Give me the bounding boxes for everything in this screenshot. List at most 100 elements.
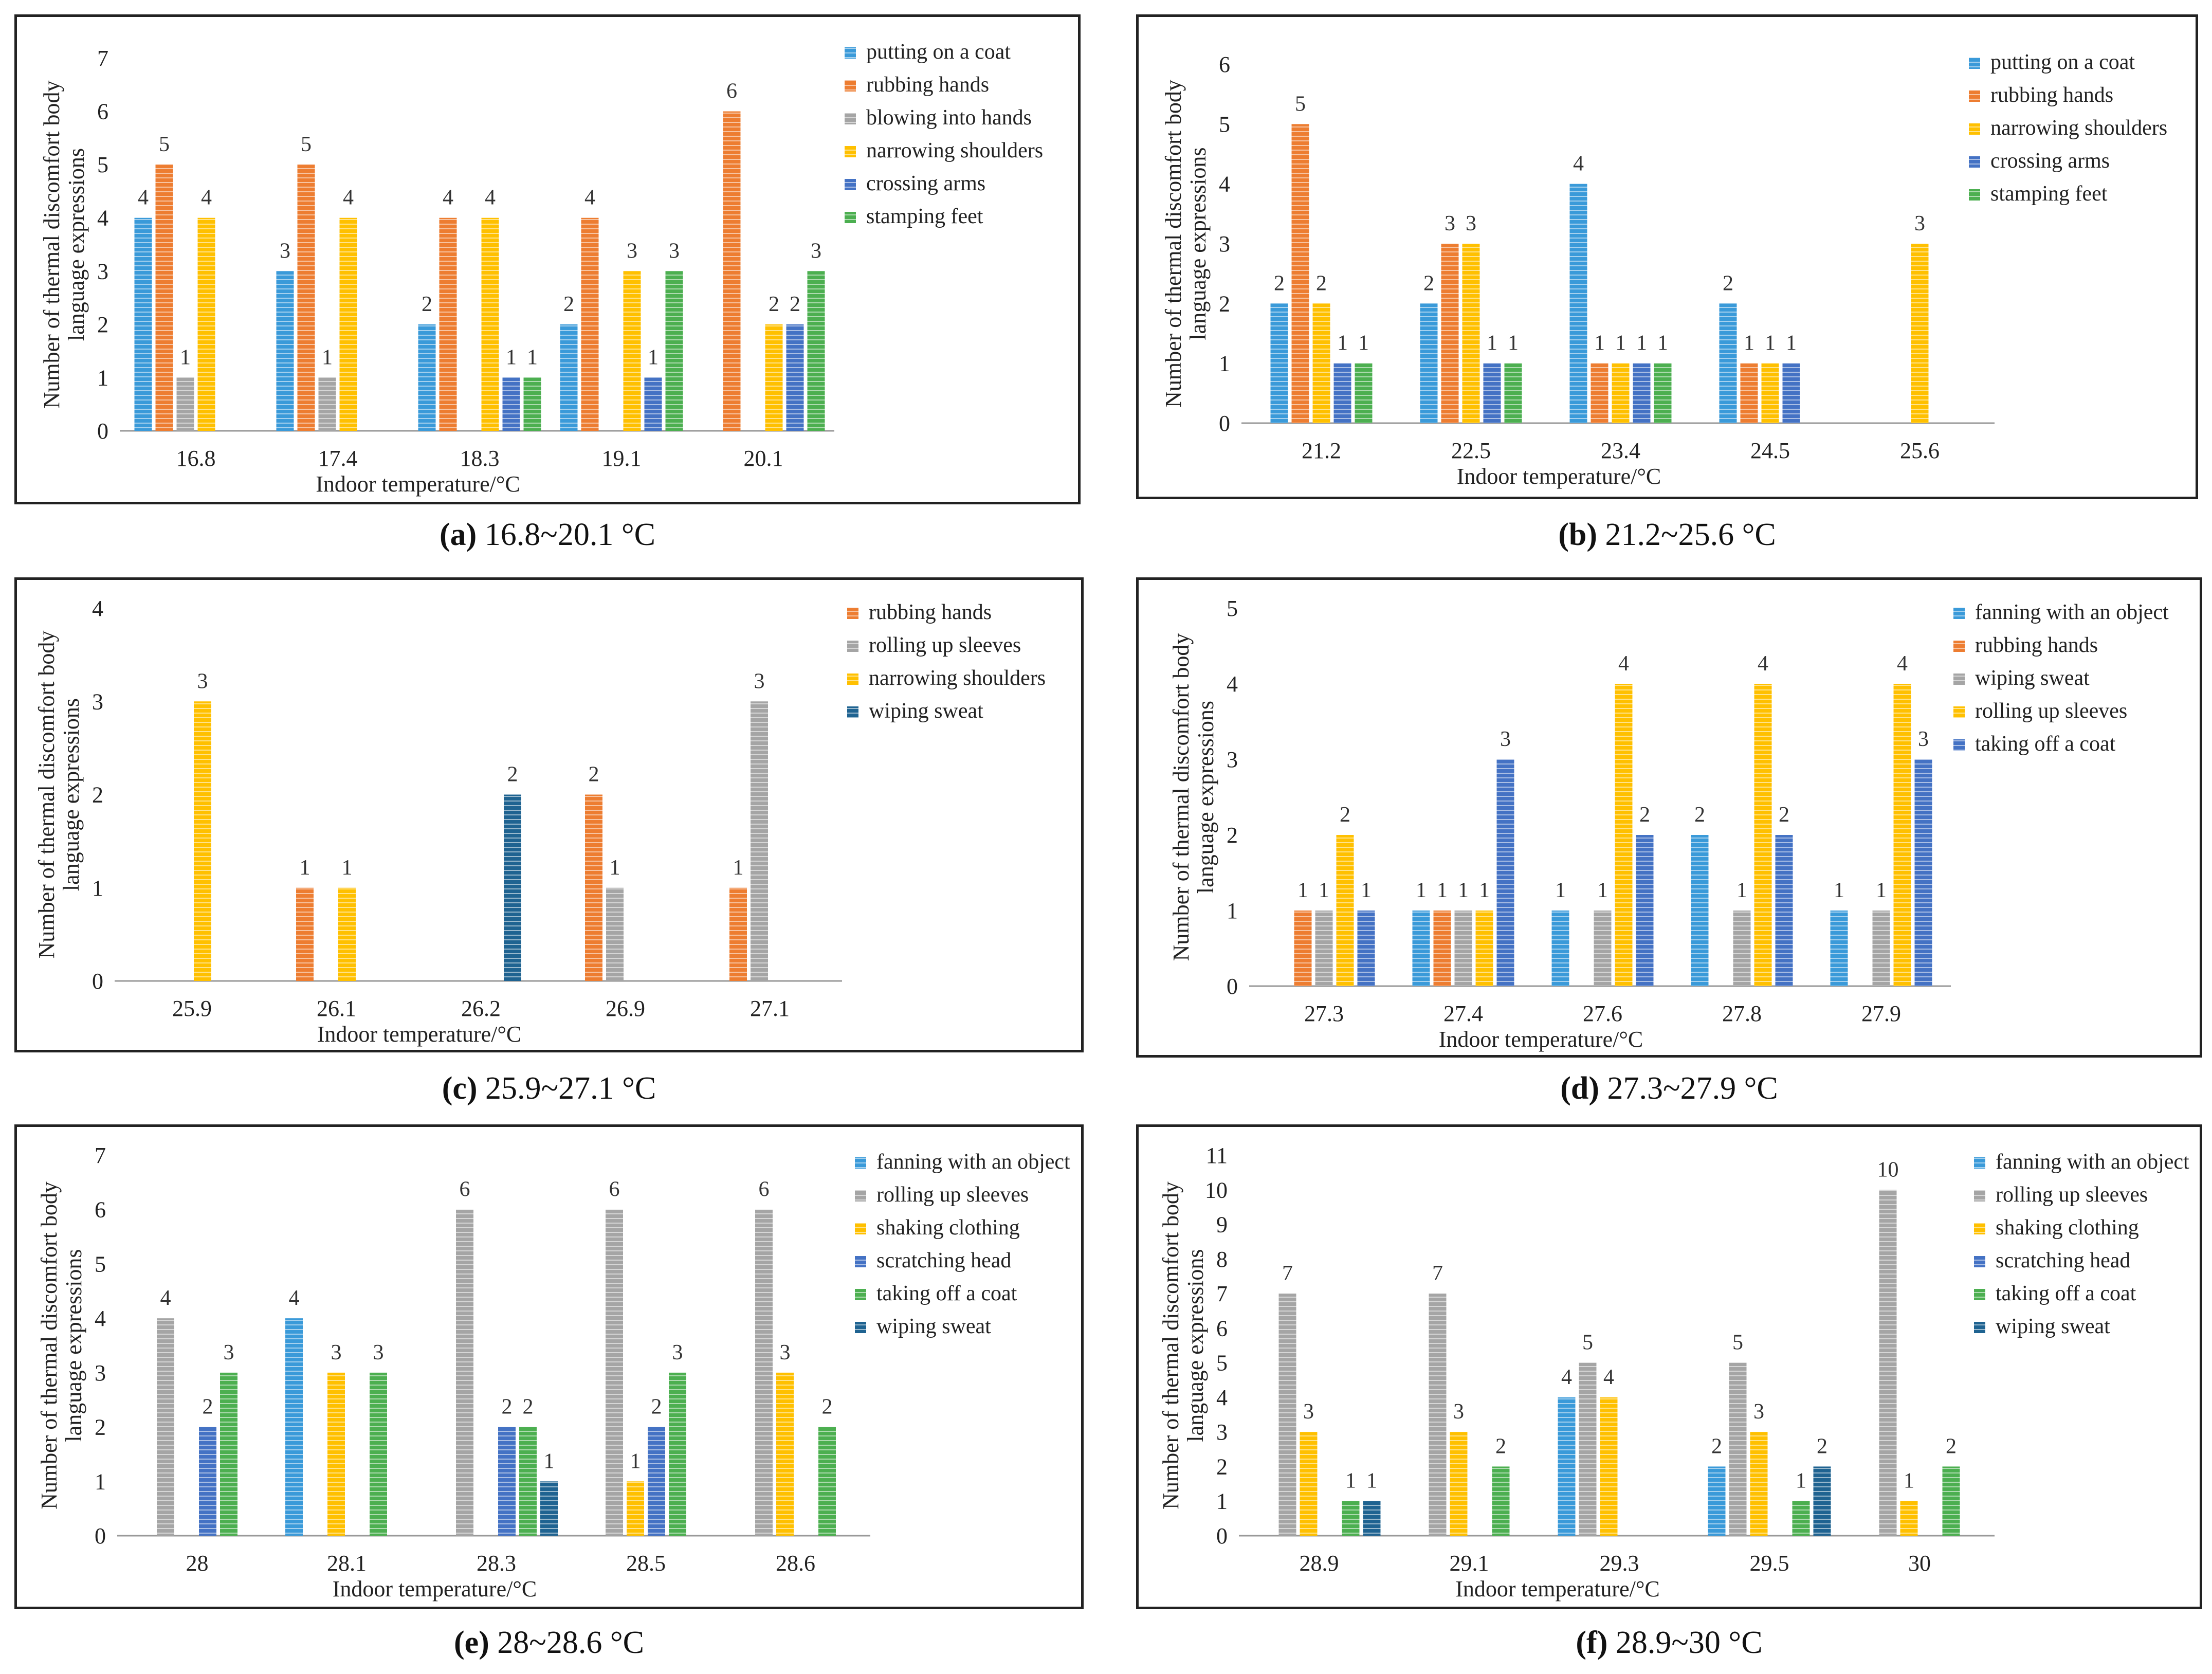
bar-value-label-a: 1 xyxy=(648,345,659,369)
bar-value-label-e: 6 xyxy=(759,1178,770,1202)
x-tick-label-e: 28.3 xyxy=(477,1551,516,1576)
bar-value-label-d: 1 xyxy=(1361,879,1372,902)
legend-label-c: narrowing shoulders xyxy=(869,666,1046,690)
x-tick-label-b: 24.5 xyxy=(1750,438,1790,463)
bar-value-label-d: 1 xyxy=(1876,879,1887,902)
legend-label-b: stamping feet xyxy=(1990,182,2108,206)
x-tick-label-e: 28 xyxy=(186,1551,209,1576)
bar-value-label-d: 1 xyxy=(1458,879,1469,902)
caption-text-d: 27.3~27.9 °C xyxy=(1599,1071,1778,1106)
bar-b xyxy=(1719,303,1737,423)
bar-d xyxy=(1496,759,1514,986)
y-tick-label-e: 4 xyxy=(95,1306,106,1331)
bar-d xyxy=(1636,835,1654,986)
x-tick-label-a: 20.1 xyxy=(744,446,783,471)
legend-label-a: rubbing hands xyxy=(866,73,989,97)
legend-label-e: taking off a coat xyxy=(876,1282,1017,1305)
caption-text-a: 16.8~20.1 °C xyxy=(477,517,655,552)
bar-value-label-e: 2 xyxy=(502,1395,513,1419)
legend-label-a: blowing into hands xyxy=(866,106,1032,130)
legend-swatch-d xyxy=(1953,641,1965,652)
chart-panel-f: 0 1 2 3 4 5 6 7 8 9 10 11 7 3 1 1 28.9 7 3 2 29.1 4 5 4 29.3 2 5 3 1… xyxy=(1136,1124,2202,1609)
legend-label-d: taking off a coat xyxy=(1975,732,2116,756)
bar-c xyxy=(338,887,356,981)
legend-label-f: wiping sweat xyxy=(1996,1315,2110,1338)
caption-c: (c) 25.9~27.1 °C xyxy=(14,1070,1084,1107)
bar-a xyxy=(418,324,436,431)
bar-a xyxy=(339,217,357,431)
caption-text-c: 25.9~27.1 °C xyxy=(477,1071,656,1106)
bar-value-label-a: 4 xyxy=(138,186,149,210)
x-tick-label-b: 22.5 xyxy=(1451,438,1491,463)
caption-a: (a) 16.8~20.1 °C xyxy=(14,517,1081,553)
legend-swatch-c xyxy=(847,641,858,652)
legend-swatch-b xyxy=(1969,189,1980,201)
bar-value-label-a: 6 xyxy=(726,80,737,103)
legend-label-f: shaking clothing xyxy=(1996,1216,2139,1240)
bar-value-label-c: 1 xyxy=(300,856,310,880)
bar-value-label-e: 1 xyxy=(544,1449,555,1473)
bar-f xyxy=(1750,1432,1768,1536)
legend-label-e: shaking clothing xyxy=(876,1216,1020,1240)
y-tick-label-c: 2 xyxy=(92,783,103,808)
y-tick-label-e: 7 xyxy=(95,1143,106,1168)
bar-b xyxy=(1355,363,1373,423)
bar-b xyxy=(1420,303,1438,423)
y-tick-label-f: 10 xyxy=(1205,1177,1228,1203)
legend-swatch-e xyxy=(855,1289,866,1300)
legend-label-b: rubbing hands xyxy=(1990,83,2113,107)
bar-e xyxy=(648,1427,665,1536)
bar-value-label-c: 3 xyxy=(197,669,208,693)
bar-c xyxy=(585,794,602,981)
y-tick-label-f: 3 xyxy=(1216,1420,1228,1445)
legend-label-b: putting on a coat xyxy=(1990,50,2135,74)
legend-label-f: rolling up sleeves xyxy=(1996,1183,2148,1207)
x-tick-label-f: 30 xyxy=(1908,1551,1931,1576)
legend-swatch-a xyxy=(845,146,856,157)
bar-value-label-b: 2 xyxy=(1723,271,1733,295)
x-tick-label-b: 25.6 xyxy=(1900,438,1940,463)
bar-value-label-b: 1 xyxy=(1508,332,1519,355)
x-tick-label-a: 19.1 xyxy=(602,446,642,471)
legend-label-f: taking off a coat xyxy=(1996,1282,2136,1305)
bar-value-label-e: 2 xyxy=(203,1395,213,1419)
y-tick-label-c: 1 xyxy=(92,876,103,901)
y-tick-label-f: 9 xyxy=(1216,1212,1228,1238)
bar-e xyxy=(498,1427,516,1536)
bar-e xyxy=(327,1372,345,1536)
bar-value-label-a: 4 xyxy=(343,186,354,210)
bar-b xyxy=(1740,363,1758,423)
bar-f xyxy=(1879,1190,1897,1536)
bar-value-label-b: 5 xyxy=(1295,92,1306,116)
legend-label-a: putting on a coat xyxy=(866,40,1011,64)
x-tick-label-a: 18.3 xyxy=(460,446,500,471)
x-tick-label-d: 27.6 xyxy=(1583,1001,1622,1026)
bar-value-label-f: 3 xyxy=(1453,1400,1464,1424)
bar-d xyxy=(1914,759,1932,986)
bar-value-label-b: 3 xyxy=(1445,212,1455,235)
bar-f xyxy=(1363,1501,1381,1536)
bar-value-label-d: 1 xyxy=(1834,879,1844,902)
y-tick-label-f: 6 xyxy=(1216,1316,1228,1341)
y-tick-label-a: 5 xyxy=(97,152,108,177)
y-tick-label-f: 0 xyxy=(1216,1523,1228,1549)
bar-value-label-a: 3 xyxy=(280,239,290,263)
legend-label-c: rolling up sleeves xyxy=(869,633,1021,657)
y-axis-title-line1-b: Number of thermal discomfort body xyxy=(1161,80,1186,408)
bar-value-label-e: 6 xyxy=(609,1178,620,1202)
bar-a xyxy=(502,377,520,431)
y-tick-label-d: 4 xyxy=(1227,671,1238,697)
bar-f xyxy=(1792,1501,1810,1536)
y-tick-label-b: 1 xyxy=(1219,351,1230,376)
bar-c xyxy=(194,701,211,981)
x-tick-label-f: 29.1 xyxy=(1450,1551,1489,1576)
legend-label-b: narrowing shoulders xyxy=(1990,116,2167,140)
bar-e xyxy=(220,1372,237,1536)
bar-value-label-f: 1 xyxy=(1796,1469,1806,1493)
bar-a xyxy=(623,271,641,431)
y-axis-title-line1-c: Number of thermal discomfort body xyxy=(34,631,59,959)
y-tick-label-d: 1 xyxy=(1227,898,1238,923)
legend-swatch-e xyxy=(855,1190,866,1202)
bar-value-label-a: 4 xyxy=(485,186,496,210)
